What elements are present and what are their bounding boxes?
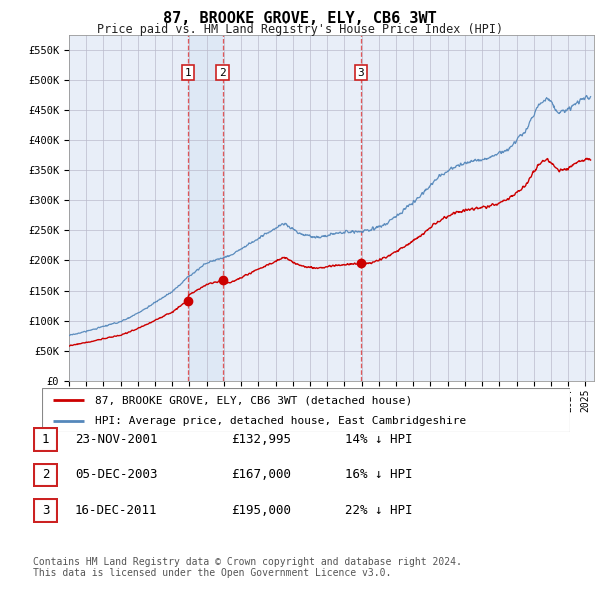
Text: 87, BROOKE GROVE, ELY, CB6 3WT (detached house): 87, BROOKE GROVE, ELY, CB6 3WT (detached… bbox=[95, 395, 412, 405]
Text: This data is licensed under the Open Government Licence v3.0.: This data is licensed under the Open Gov… bbox=[33, 569, 391, 578]
Text: 14% ↓ HPI: 14% ↓ HPI bbox=[345, 433, 413, 446]
Text: 2: 2 bbox=[42, 468, 49, 481]
Text: Price paid vs. HM Land Registry's House Price Index (HPI): Price paid vs. HM Land Registry's House … bbox=[97, 23, 503, 36]
Text: £167,000: £167,000 bbox=[231, 468, 291, 481]
Text: £132,995: £132,995 bbox=[231, 433, 291, 446]
Text: 87, BROOKE GROVE, ELY, CB6 3WT: 87, BROOKE GROVE, ELY, CB6 3WT bbox=[163, 11, 437, 27]
Text: HPI: Average price, detached house, East Cambridgeshire: HPI: Average price, detached house, East… bbox=[95, 416, 466, 426]
Text: 3: 3 bbox=[358, 68, 364, 78]
Text: Contains HM Land Registry data © Crown copyright and database right 2024.: Contains HM Land Registry data © Crown c… bbox=[33, 557, 462, 566]
Text: 05-DEC-2003: 05-DEC-2003 bbox=[75, 468, 157, 481]
Text: 23-NOV-2001: 23-NOV-2001 bbox=[75, 433, 157, 446]
FancyBboxPatch shape bbox=[42, 388, 570, 432]
Bar bbox=[188, 35, 223, 381]
Text: 22% ↓ HPI: 22% ↓ HPI bbox=[345, 504, 413, 517]
Text: 16-DEC-2011: 16-DEC-2011 bbox=[75, 504, 157, 517]
Text: 1: 1 bbox=[184, 68, 191, 78]
Text: 16% ↓ HPI: 16% ↓ HPI bbox=[345, 468, 413, 481]
Text: 2: 2 bbox=[219, 68, 226, 78]
Text: £195,000: £195,000 bbox=[231, 504, 291, 517]
Text: 3: 3 bbox=[42, 504, 49, 517]
Text: 1: 1 bbox=[42, 433, 49, 446]
